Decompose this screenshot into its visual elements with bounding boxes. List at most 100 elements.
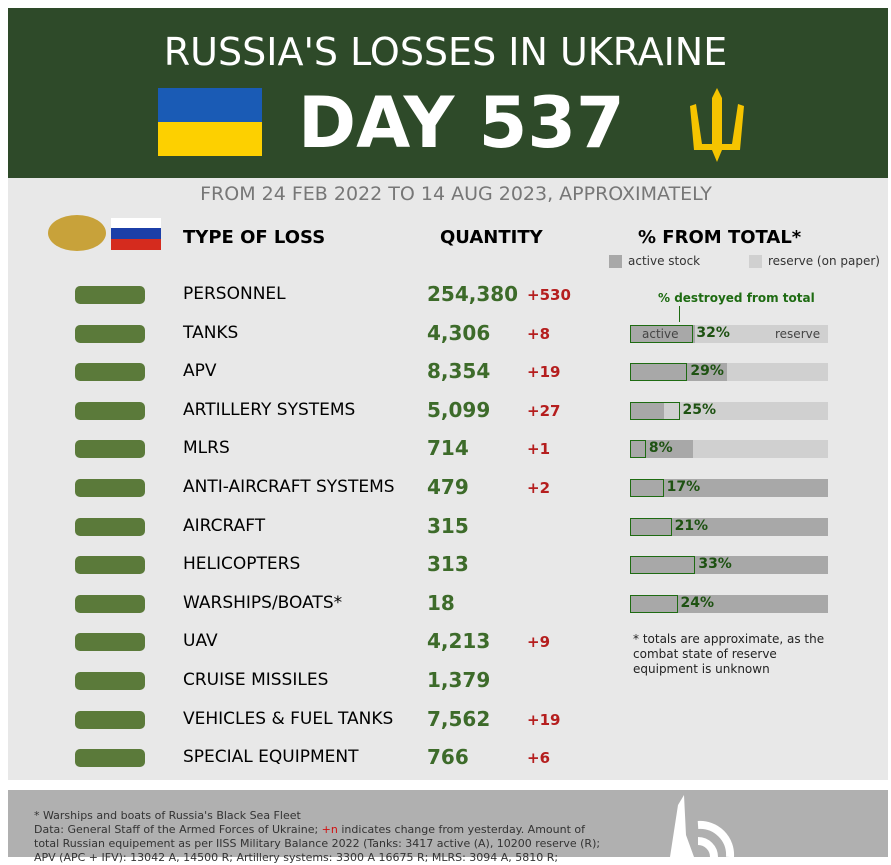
active-bar	[630, 479, 828, 497]
trident	[690, 88, 744, 162]
footer-line: APV (APC + IFV): 13042 A, 14500 R; Artil…	[34, 851, 559, 864]
change: +1	[527, 440, 551, 459]
destroyed-bar	[630, 517, 672, 536]
footer-line: Data: General Staff of the Armed Forces …	[34, 823, 600, 837]
subtitle: FROM 24 FEB 2022 TO 14 AUG 2023, APPROXI…	[200, 183, 712, 205]
pct-label: 29%	[690, 363, 724, 380]
destroyed-bar	[630, 324, 694, 343]
ru-flag	[111, 218, 161, 228]
quantity: 7,562	[427, 706, 491, 731]
type-label: MLRS	[183, 438, 230, 459]
type-label: ARTILLERY SYSTEMS	[183, 399, 356, 420]
day: DAY 537	[298, 82, 625, 164]
flag-yellow	[158, 122, 262, 156]
change: +2	[527, 479, 551, 497]
active-bar	[630, 517, 828, 536]
quantity: 313	[427, 552, 469, 577]
icon	[75, 363, 145, 382]
bar-reserve-label: reserve	[775, 326, 821, 341]
legend-reserve: reserve (on paper)	[768, 254, 880, 268]
quantity: 766	[427, 745, 469, 770]
icon	[75, 594, 145, 613]
emblem	[48, 215, 106, 251]
change: +6	[527, 749, 551, 768]
change: +8	[527, 324, 551, 343]
active-bar	[630, 363, 728, 382]
type-label: APV	[183, 361, 217, 382]
type-label: CRUISE MISSILES	[183, 670, 329, 690]
icon	[75, 556, 145, 575]
active-bar	[630, 401, 664, 420]
icon	[75, 324, 145, 343]
icon	[75, 401, 145, 420]
pct-label: 25%	[682, 401, 717, 418]
quantity: 18	[427, 590, 455, 615]
active-bar	[630, 594, 828, 613]
pct-label: 32%	[696, 324, 730, 341]
type-label: WARSHIPS/BOATS*	[183, 592, 343, 613]
bar-active-label: active	[642, 326, 679, 341]
legend-active: active stock	[628, 254, 701, 268]
footer-bg	[8, 790, 888, 857]
col-percent: % FROM TOTAL*	[638, 227, 802, 248]
footer-line: * Warships and boats of Russia's Black S…	[34, 809, 301, 822]
header-bg	[8, 8, 888, 178]
legend-swatch	[609, 255, 622, 268]
change: +19	[527, 363, 561, 382]
type-label: UAV	[183, 631, 218, 652]
destroyed-annotation: % destroyed from total	[658, 291, 815, 305]
type-label: SPECIAL EQUIPMENT	[183, 747, 359, 768]
icon	[75, 633, 145, 652]
icon	[75, 710, 145, 729]
legend-swatch	[749, 255, 762, 268]
type-label: HELICOPTERS	[183, 554, 301, 575]
footer-text: +n	[321, 823, 338, 836]
ru-flag	[111, 228, 161, 239]
destroyed-bar	[630, 440, 646, 459]
footer-text: indicates change from yesterday. Amount …	[337, 823, 586, 836]
pct-label: 33%	[698, 556, 732, 573]
type-label: AIRCRAFT	[183, 515, 266, 536]
icon	[75, 479, 145, 497]
quantity: 254,380	[427, 282, 519, 306]
quantity: 479	[427, 475, 469, 499]
type-label: ANTI-AIRCRAFT SYSTEMS	[183, 477, 395, 497]
footer-line: total Russian equipement as per IISS Mil…	[34, 837, 601, 850]
reserve-bar	[630, 401, 828, 420]
active-bar	[630, 324, 696, 343]
type-label: TANKS	[183, 322, 239, 343]
quantity: 714	[427, 436, 469, 461]
pct-label: 17%	[666, 479, 701, 495]
icon	[75, 517, 145, 536]
ru-flag	[111, 239, 161, 250]
quantity: 8,354	[427, 359, 491, 384]
type-label: VEHICLES & FUEL TANKS	[183, 708, 394, 729]
destroyed-bar	[630, 479, 664, 497]
change: +27	[527, 401, 561, 420]
quantity: 4,306	[427, 320, 491, 345]
pct-label: 24%	[680, 594, 715, 611]
quantity: 1,379	[427, 668, 491, 692]
destroyed-bar	[630, 556, 696, 575]
logo	[670, 795, 735, 857]
destroyed-bar	[630, 363, 688, 382]
title: RUSSIA'S LOSSES IN UKRAINE	[163, 30, 728, 74]
icon	[75, 286, 145, 304]
col-quantity: QUANTITY	[440, 227, 543, 248]
change: +530	[527, 286, 571, 304]
note: * totals are approximate, as the combat …	[633, 632, 825, 676]
type-label: PERSONNEL	[183, 284, 286, 304]
arrow	[679, 306, 680, 322]
icon	[75, 749, 145, 768]
pct-label: 21%	[674, 517, 709, 534]
change: +9	[527, 633, 551, 652]
quantity: 315	[427, 513, 469, 538]
icon	[75, 440, 145, 459]
flag-blue	[158, 88, 262, 122]
quantity: 5,099	[427, 397, 491, 422]
col-type: TYPE OF LOSS	[183, 227, 326, 248]
change: +19	[527, 710, 561, 729]
pct-label: 8%	[648, 440, 673, 457]
active-bar	[630, 556, 828, 575]
